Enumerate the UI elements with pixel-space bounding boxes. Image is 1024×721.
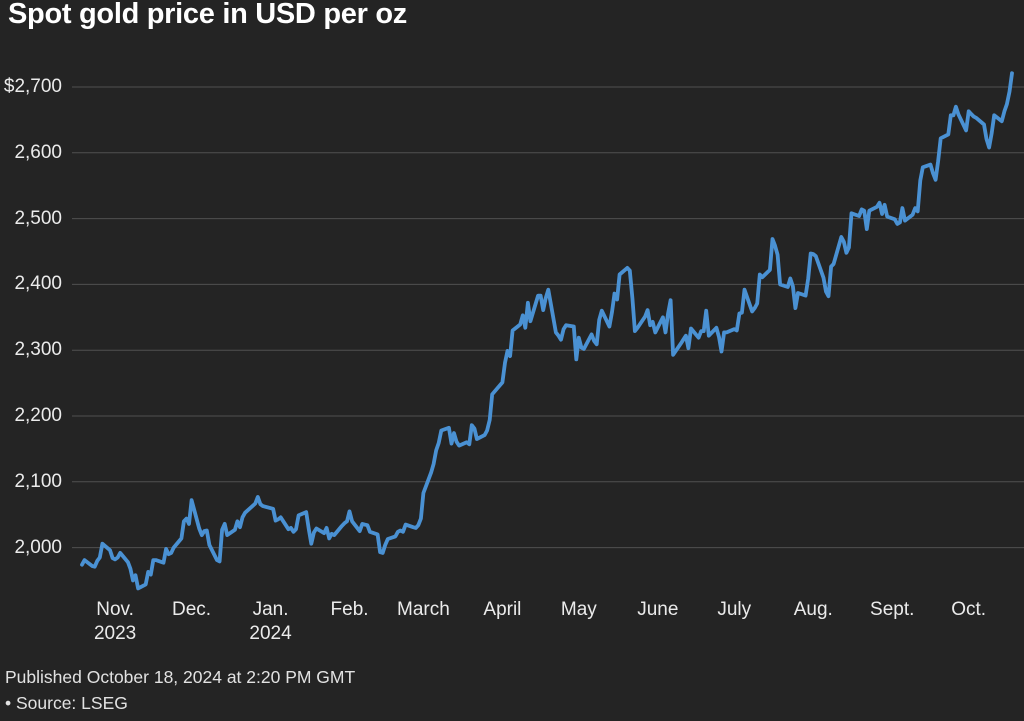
year-label: 2024 [249,623,292,644]
month-label: Sept. [870,599,915,620]
y-tick-label: 2,200 [14,405,62,426]
y-tick-label: 2,500 [14,207,62,229]
month-label: Oct. [951,599,987,620]
month-label: Jan. [252,599,289,620]
x-tick-label: April [454,598,550,622]
month-label: Dec. [172,599,212,620]
month-label: April [483,599,522,620]
month-label: June [637,599,679,620]
x-tick-label: Jan. 2024 [223,598,319,646]
source-attribution: • Source: LSEG [5,693,128,713]
month-label: July [717,599,752,620]
month-label: May [560,599,597,620]
month-label: March [397,599,450,620]
y-tick-label: 2,100 [14,470,62,492]
price-line [80,71,1014,591]
x-tick-label: July [686,598,782,622]
x-tick-label: Nov. 2023 [67,598,163,646]
x-tick-label: Dec. [144,598,240,622]
y-tick-label: 2,000 [14,536,62,558]
chart-title: Spot gold price in USD per oz [8,0,407,30]
x-tick-label: Sept. [844,598,940,622]
x-tick-label: May [531,598,627,622]
month-label: Feb. [330,599,369,620]
x-tick-label: June [610,598,706,622]
year-label: 2023 [93,623,137,644]
x-tick-label: Oct. [921,598,1017,622]
x-tick-label: Aug. [765,598,861,622]
x-tick-label: Feb. [302,598,398,622]
y-tick-label: $2,700 [3,76,62,97]
x-tick-label: March [375,598,471,622]
month-label: Aug. [793,599,833,620]
month-label: Nov. [96,599,134,620]
published-timestamp: Published October 18, 2024 at 2:20 PM GM… [5,667,356,687]
y-tick-label: 2,600 [14,141,62,163]
y-tick-label: 2,400 [14,273,62,295]
y-tick-label: 2,300 [14,339,62,361]
